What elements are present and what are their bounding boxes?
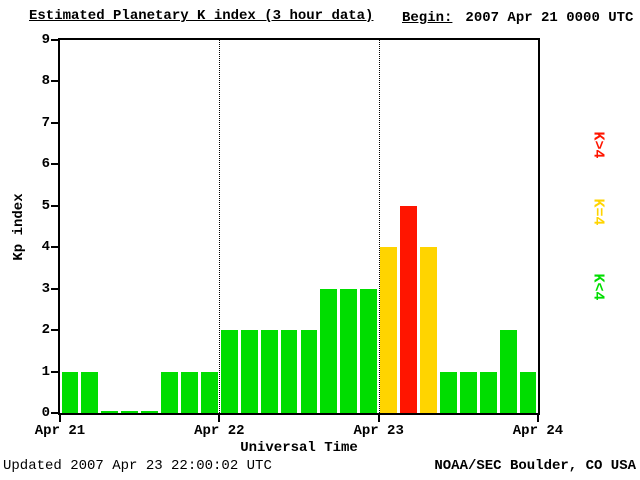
plot-area bbox=[58, 38, 540, 415]
y-tick-label: 3 bbox=[41, 280, 50, 297]
kp-bar bbox=[499, 330, 517, 413]
kp-bar bbox=[280, 330, 298, 413]
kp-bar bbox=[420, 247, 437, 413]
legend-k-lt-4: K<4 bbox=[589, 273, 607, 301]
y-tick-label: 6 bbox=[41, 156, 50, 173]
y-tick bbox=[51, 412, 58, 414]
kp-bar bbox=[81, 371, 99, 413]
kp-bar bbox=[61, 371, 79, 413]
y-tick bbox=[51, 80, 58, 83]
x-tick bbox=[537, 415, 539, 422]
y-axis-label: Kp index bbox=[11, 193, 27, 261]
kp-bar bbox=[340, 288, 358, 413]
kp-bar bbox=[380, 247, 398, 413]
y-tick-label: 0 bbox=[41, 405, 50, 421]
x-tick-label: Apr 24 bbox=[512, 423, 564, 439]
kp-bar bbox=[240, 330, 258, 413]
legend-k-gt-4: K>4 bbox=[589, 131, 607, 159]
kp-bar bbox=[519, 371, 537, 413]
kp-bar bbox=[200, 371, 218, 413]
kp-bar bbox=[101, 410, 119, 413]
y-tick bbox=[51, 246, 58, 249]
kp-bar bbox=[121, 410, 139, 413]
x-tick-label: Apr 22 bbox=[194, 423, 245, 439]
kp-bar bbox=[300, 330, 318, 413]
y-tick bbox=[51, 39, 58, 41]
y-tick bbox=[51, 163, 58, 166]
kp-bar bbox=[141, 410, 159, 413]
credit: NOAA/SEC Boulder, CO USA bbox=[434, 458, 636, 474]
kp-bar bbox=[400, 205, 417, 413]
y-tick-label: 2 bbox=[41, 322, 50, 339]
y-tick-label: 1 bbox=[41, 363, 50, 380]
y-tick-label: 8 bbox=[41, 73, 50, 90]
y-tick bbox=[51, 121, 58, 124]
kp-bar bbox=[320, 288, 338, 413]
chart-title: Estimated Planetary K index (3 hour data… bbox=[29, 8, 374, 24]
kp-bar bbox=[260, 330, 278, 413]
begin-timestamp: Begin: 2007 Apr 21 0000 UTC bbox=[402, 10, 633, 26]
kp-bar bbox=[181, 371, 198, 413]
x-tick bbox=[59, 415, 61, 422]
kp-bar bbox=[439, 371, 457, 413]
begin-label: Begin: bbox=[402, 10, 453, 26]
x-tick-label: Apr 23 bbox=[353, 423, 404, 439]
x-tick-label: Apr 21 bbox=[34, 423, 86, 439]
kp-bar bbox=[220, 330, 238, 413]
y-tick-label: 9 bbox=[41, 32, 50, 48]
updated-timestamp: Updated 2007 Apr 23 22:00:02 UTC bbox=[3, 458, 272, 474]
kp-bar bbox=[360, 288, 378, 413]
day-separator bbox=[219, 40, 221, 413]
begin-value: 2007 Apr 21 0000 UTC bbox=[465, 10, 634, 26]
legend-k-eq-4: K=4 bbox=[589, 198, 607, 226]
kp-bar bbox=[161, 371, 178, 413]
y-tick-label: 7 bbox=[41, 114, 50, 131]
y-tick bbox=[51, 329, 58, 332]
x-tick bbox=[377, 415, 380, 422]
day-separator bbox=[378, 40, 380, 413]
kp-bar bbox=[459, 371, 477, 413]
y-tick bbox=[51, 204, 58, 207]
y-tick bbox=[51, 370, 58, 373]
x-axis-label: Universal Time bbox=[240, 440, 358, 456]
x-tick bbox=[218, 415, 221, 422]
y-tick bbox=[51, 287, 58, 290]
kp-bar bbox=[479, 371, 497, 413]
